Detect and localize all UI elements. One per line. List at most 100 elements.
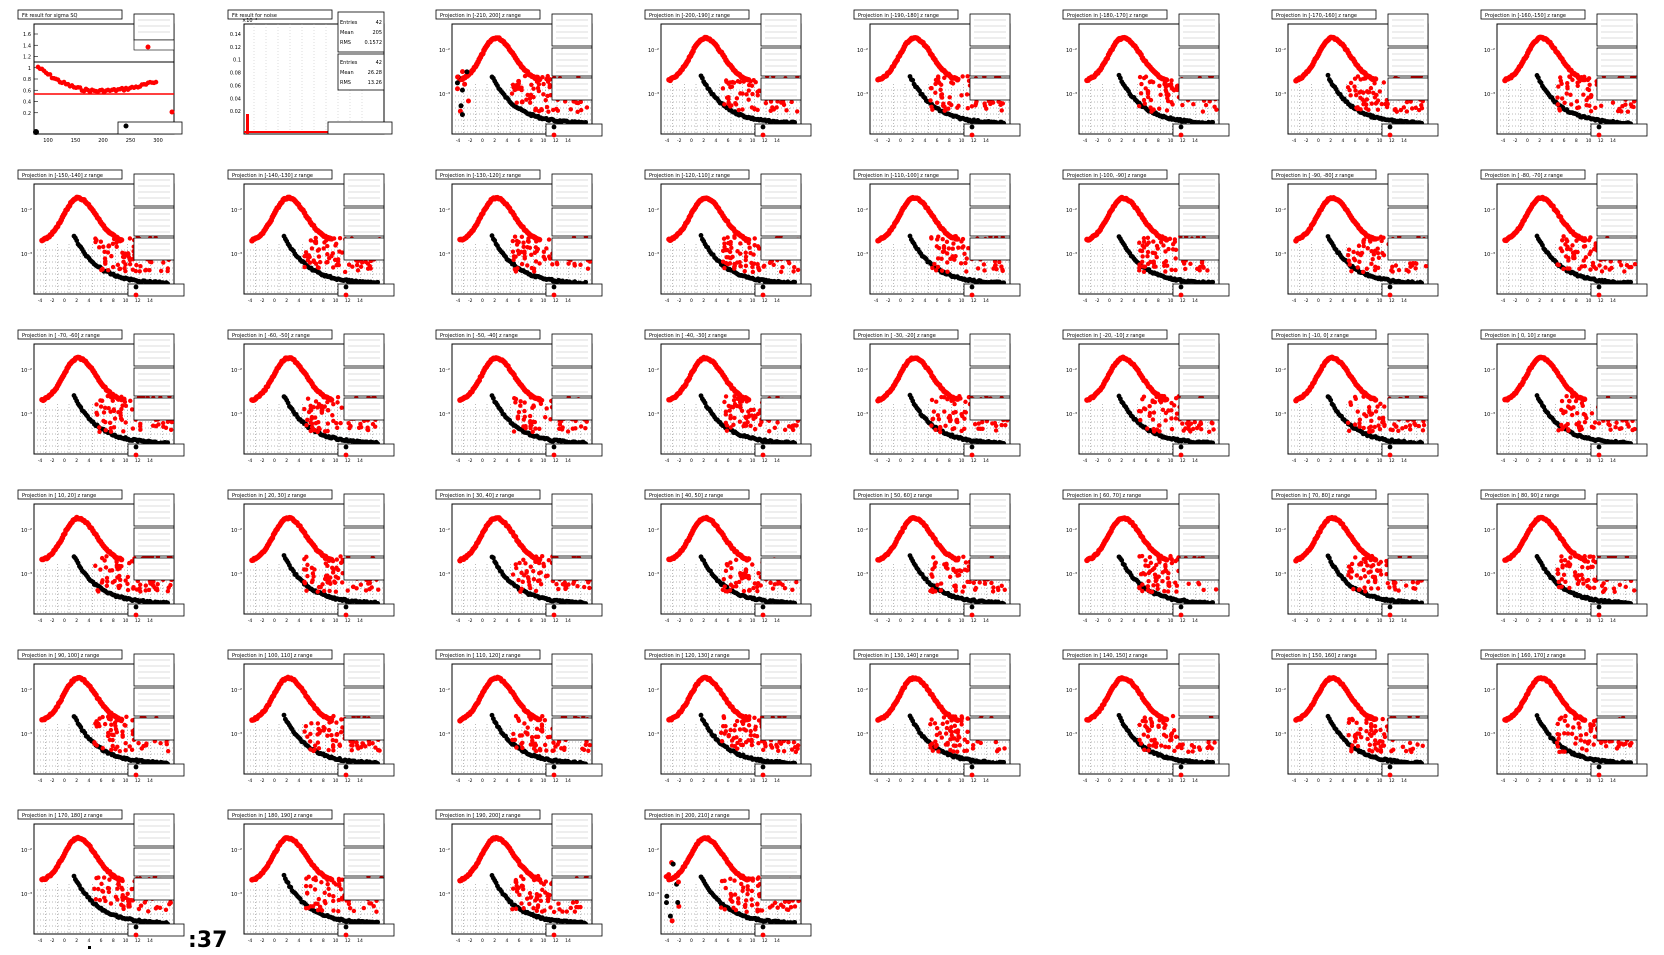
data-point-red — [775, 420, 780, 425]
data-point-red — [97, 245, 102, 250]
data-point-red — [1597, 263, 1602, 268]
data-point-red — [1142, 101, 1147, 106]
data-point-red — [725, 235, 730, 240]
legend-marker-red — [760, 292, 766, 298]
data-point-red — [355, 268, 361, 273]
y-tick-label: 1.2 — [23, 55, 31, 61]
data-point-red — [1588, 235, 1593, 240]
data-point-red — [1162, 82, 1167, 87]
data-point-red — [1188, 261, 1193, 267]
data-point-red — [960, 236, 966, 242]
y-tick-label: 0.12 — [230, 45, 241, 51]
x-tick-label: 12 — [762, 298, 768, 304]
x-tick-label: 14 — [983, 298, 989, 304]
data-point-red — [516, 78, 521, 84]
data-point-red — [137, 269, 142, 274]
data-point-red — [330, 251, 336, 256]
panel-19: Projection in [ -40, -30] z range 10⁻² 10⁻… — [644, 329, 812, 464]
sigma-point — [145, 44, 151, 50]
data-point-red — [527, 96, 533, 101]
data-point-red — [1361, 99, 1367, 104]
x-tick-label: 2 — [702, 138, 705, 144]
data-point-red — [1351, 256, 1357, 261]
data-point-red — [512, 234, 518, 239]
data-point-red — [546, 109, 551, 114]
data-point-red — [93, 239, 98, 245]
panel-18: Projection in [ -50, -40] z range 10⁻² 10⁻… — [435, 329, 603, 464]
data-point-red — [325, 408, 331, 413]
data-point-red — [1136, 103, 1142, 109]
data-point-red — [1197, 264, 1203, 270]
data-point-red — [1587, 82, 1592, 87]
data-point-red — [1393, 263, 1399, 268]
data-point-red — [1151, 239, 1156, 244]
data-point-red — [1571, 255, 1576, 261]
stats-box — [1387, 77, 1429, 101]
x-tick-label: 8 — [1366, 138, 1369, 144]
x-tick-label: -2 — [677, 458, 682, 464]
data-point-red — [1598, 103, 1604, 108]
data-point-red — [929, 104, 934, 109]
data-point-red — [525, 92, 530, 98]
x-tick-label: 0 — [899, 298, 902, 304]
data-point-red — [94, 410, 99, 415]
stats-value: 42 — [376, 60, 382, 66]
data-point-red — [961, 244, 966, 249]
data-point-red — [1363, 76, 1368, 81]
sigma-point — [169, 109, 175, 115]
x-tick-label: -2 — [1095, 298, 1100, 304]
panel-4: Projection in [-190,-180] z range 10⁻² 10⁻… — [853, 9, 1021, 144]
data-point-red — [1164, 108, 1170, 113]
data-point-red — [106, 405, 111, 411]
x-tick-label: 2 — [702, 458, 705, 464]
panel-title: Projection in [-150,-140] z range — [22, 173, 103, 179]
panel-title: Fit result for sigma SQ — [22, 13, 78, 19]
data-point-red — [304, 253, 309, 258]
data-point-red — [168, 427, 174, 433]
x-tick-label: 2 — [1538, 138, 1541, 144]
data-point-red — [138, 263, 143, 269]
data-point-red — [544, 104, 550, 110]
data-point-red — [311, 428, 316, 433]
x-tick-label: 14 — [1610, 138, 1616, 144]
data-point-red — [105, 250, 111, 255]
data-point-red — [1628, 102, 1634, 107]
data-point-red — [322, 404, 327, 409]
x-tick-label: 4 — [714, 298, 717, 304]
data-point-red — [138, 421, 143, 427]
data-point-red — [583, 425, 588, 431]
panel-15: Projection in [ -80, -70] z range 10⁻² 10⁻… — [1480, 169, 1648, 304]
stats-box — [1178, 13, 1220, 47]
data-point-red — [1588, 267, 1593, 272]
data-point-red — [1568, 92, 1573, 97]
x-tick-label: -2 — [1513, 298, 1518, 304]
y-tick-label: 10⁻³ — [231, 412, 242, 418]
data-point-red — [755, 107, 760, 113]
stats-box — [1596, 13, 1638, 47]
x-tick-label: 2 — [493, 138, 496, 144]
x-tick-label: -4 — [1292, 298, 1297, 304]
legend-marker-red — [1596, 132, 1602, 138]
data-point-red — [160, 420, 166, 426]
data-point-red — [339, 405, 344, 410]
panel-title: Projection in [-120,-110] z range — [649, 173, 730, 179]
data-point-red — [521, 417, 526, 422]
data-point-red — [795, 267, 801, 273]
x-tick-label: -2 — [677, 138, 682, 144]
data-point-red — [1404, 109, 1410, 114]
data-point-red — [570, 426, 576, 431]
data-point-red — [738, 251, 743, 256]
data-point-red — [755, 93, 760, 98]
x-tick-label: 12 — [135, 458, 141, 464]
stats-box — [1178, 173, 1220, 207]
x-tick-label: 6 — [518, 458, 521, 464]
data-point-red — [158, 268, 164, 274]
x-tick-label: -4 — [1083, 298, 1088, 304]
panel-11: Projection in [-120,-110] z range 10⁻² 10⁻… — [644, 169, 812, 304]
sigma-point — [153, 79, 159, 85]
stats-box — [551, 47, 593, 77]
legend-marker-black — [551, 444, 557, 450]
data-point-red — [929, 236, 934, 241]
y-tick-label: 10⁻³ — [648, 252, 659, 258]
y-tick-label: 10⁻³ — [439, 252, 450, 258]
